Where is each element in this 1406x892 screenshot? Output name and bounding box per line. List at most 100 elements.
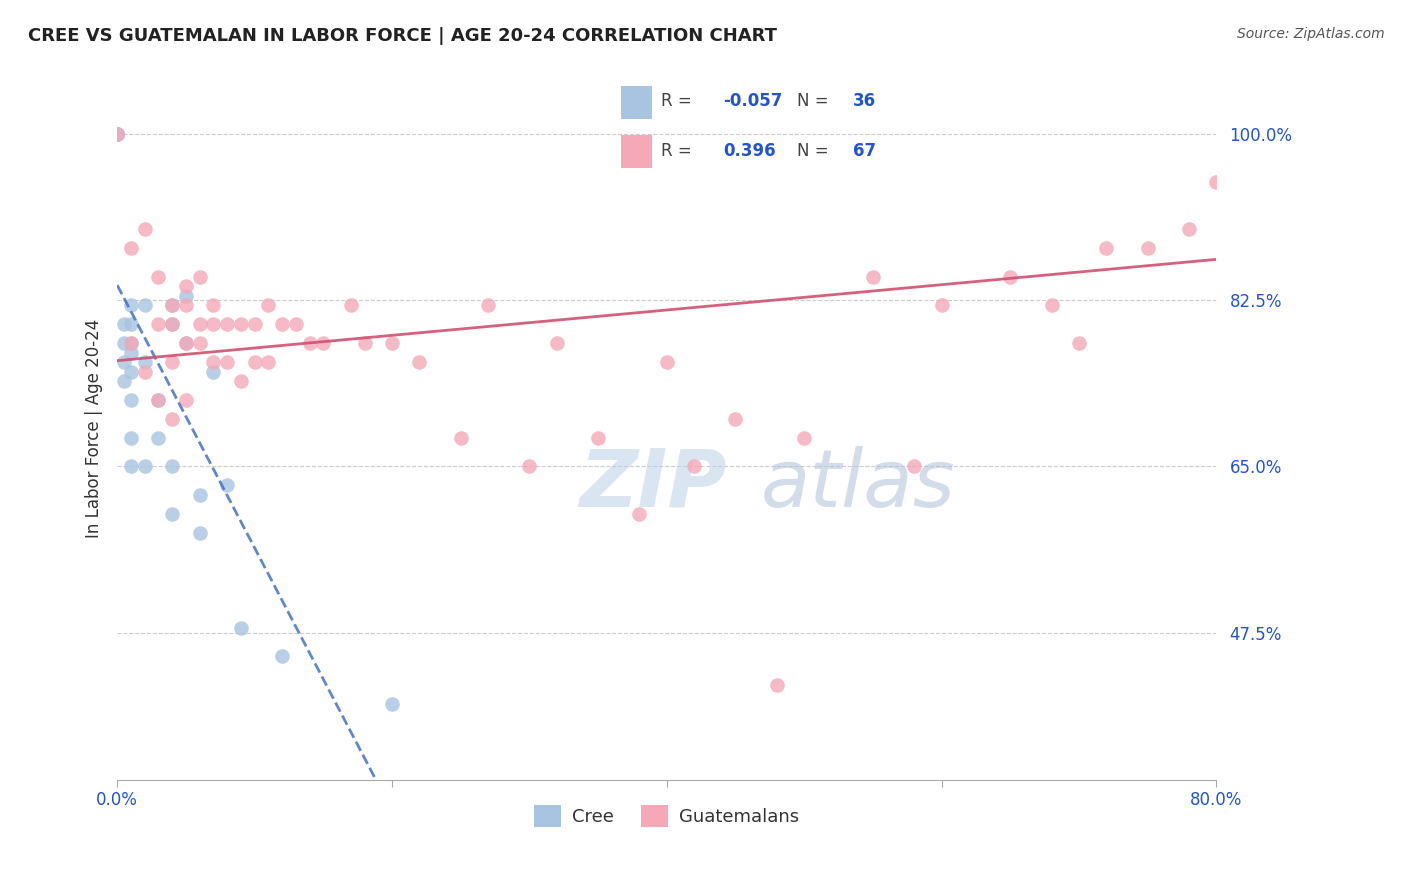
Point xyxy=(586,431,609,445)
Text: atlas: atlas xyxy=(761,446,955,524)
Point xyxy=(120,317,142,331)
Point xyxy=(148,431,170,445)
Point xyxy=(243,317,266,331)
Point xyxy=(120,241,142,255)
Point xyxy=(160,507,183,521)
Text: N =: N = xyxy=(797,142,834,160)
Point xyxy=(1233,128,1256,142)
Point xyxy=(148,392,170,407)
Point xyxy=(120,365,142,379)
Point xyxy=(477,298,499,312)
Point xyxy=(188,488,211,502)
Text: R =: R = xyxy=(661,93,697,111)
Point xyxy=(257,355,280,369)
Point xyxy=(105,128,128,142)
Point xyxy=(284,317,307,331)
Point xyxy=(1067,336,1090,351)
Point xyxy=(1000,269,1022,284)
Point xyxy=(903,459,925,474)
Point xyxy=(546,336,568,351)
Point xyxy=(339,298,361,312)
Point xyxy=(120,431,142,445)
Point xyxy=(298,336,321,351)
Point xyxy=(134,355,156,369)
Point xyxy=(174,336,197,351)
Point xyxy=(160,317,183,331)
Point xyxy=(188,336,211,351)
Point xyxy=(112,317,135,331)
Point xyxy=(450,431,472,445)
Point xyxy=(112,336,135,351)
Point xyxy=(134,459,156,474)
Point xyxy=(229,374,252,388)
Point xyxy=(160,298,183,312)
Text: R =: R = xyxy=(661,142,703,160)
Point xyxy=(105,128,128,142)
Point xyxy=(1178,222,1201,236)
Point xyxy=(148,269,170,284)
Point xyxy=(148,392,170,407)
Point xyxy=(188,269,211,284)
Text: ZIP: ZIP xyxy=(579,446,727,524)
Point xyxy=(120,392,142,407)
Point xyxy=(120,459,142,474)
Point xyxy=(724,412,747,426)
Text: Source: ZipAtlas.com: Source: ZipAtlas.com xyxy=(1237,27,1385,41)
Point xyxy=(793,431,815,445)
Point xyxy=(408,355,430,369)
Point xyxy=(160,459,183,474)
Point xyxy=(1274,203,1296,218)
Point xyxy=(683,459,706,474)
Point xyxy=(160,412,183,426)
Legend: Cree, Guatemalans: Cree, Guatemalans xyxy=(527,797,807,834)
Point xyxy=(1040,298,1063,312)
Point xyxy=(1302,175,1324,189)
Point xyxy=(243,355,266,369)
Point xyxy=(120,345,142,359)
Point xyxy=(862,269,884,284)
Text: 0.396: 0.396 xyxy=(723,142,776,160)
Point xyxy=(134,298,156,312)
Point xyxy=(105,128,128,142)
Point xyxy=(174,298,197,312)
Point xyxy=(312,336,335,351)
Y-axis label: In Labor Force | Age 20-24: In Labor Force | Age 20-24 xyxy=(86,319,103,538)
Point xyxy=(353,336,375,351)
Point xyxy=(381,697,404,711)
Point xyxy=(1205,175,1227,189)
Point xyxy=(188,525,211,540)
Point xyxy=(271,317,294,331)
Point xyxy=(174,288,197,302)
Bar xyxy=(621,136,652,168)
Text: 67: 67 xyxy=(853,142,876,160)
Point xyxy=(160,298,183,312)
Point xyxy=(120,298,142,312)
Text: N =: N = xyxy=(797,93,834,111)
Point xyxy=(105,128,128,142)
Point xyxy=(628,507,651,521)
Point xyxy=(188,317,211,331)
Point xyxy=(202,365,225,379)
Point xyxy=(148,317,170,331)
Point xyxy=(217,317,239,331)
Bar xyxy=(621,87,652,119)
Point xyxy=(134,365,156,379)
Point xyxy=(160,317,183,331)
Point xyxy=(229,317,252,331)
Point xyxy=(105,128,128,142)
Point xyxy=(160,355,183,369)
Point xyxy=(1343,146,1365,161)
Point xyxy=(105,128,128,142)
Point xyxy=(120,336,142,351)
Point xyxy=(120,336,142,351)
Point xyxy=(257,298,280,312)
Point xyxy=(931,298,953,312)
Point xyxy=(765,678,787,692)
Point xyxy=(134,222,156,236)
Point xyxy=(1384,175,1406,189)
Text: -0.057: -0.057 xyxy=(723,93,782,111)
Point xyxy=(112,355,135,369)
Text: 36: 36 xyxy=(853,93,876,111)
Point xyxy=(174,336,197,351)
Point xyxy=(229,621,252,635)
